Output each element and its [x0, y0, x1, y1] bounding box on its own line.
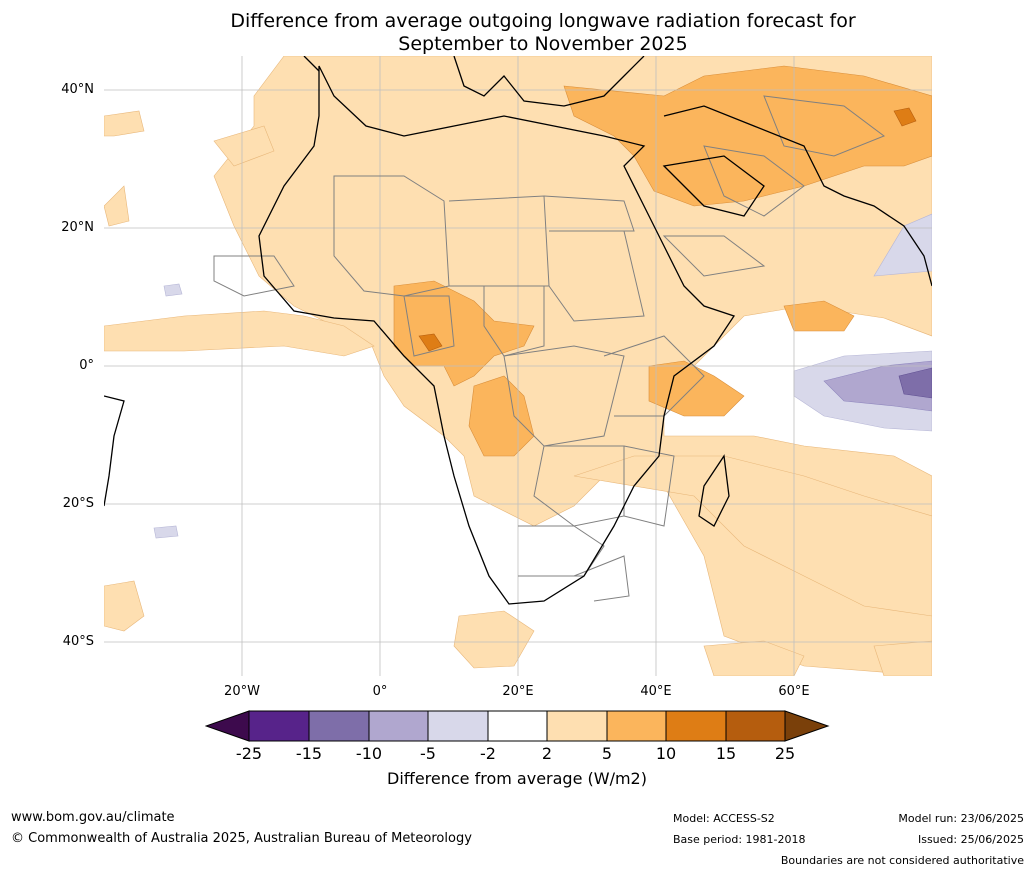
lat-label-20n: 20°N — [61, 220, 94, 235]
colorbar-extend-high — [784, 710, 830, 742]
colorbar-tick: 5 — [601, 744, 613, 763]
footer-base-period: Base period: 1981-2018 — [673, 833, 806, 846]
colorbar-bin-5 — [487, 710, 548, 742]
colorbar-tick: -10 — [355, 744, 383, 763]
footer-url: www.bom.gov.au/climate — [11, 810, 175, 825]
lat-label-40n: 40°N — [61, 82, 94, 97]
colorbar-bin-6 — [546, 710, 608, 742]
title-line-1: Difference from average outgoing longwav… — [230, 10, 856, 32]
colorbar-tick: 15 — [715, 744, 737, 763]
anomaly-dark-orange — [418, 107, 917, 352]
anomaly-purple — [898, 367, 932, 399]
coastlines — [104, 56, 932, 605]
colorbar-tick: 10 — [655, 744, 677, 763]
colorbar-tick: 25 — [774, 744, 796, 763]
map-panel — [104, 56, 932, 676]
colorbar-tick: -25 — [235, 744, 263, 763]
map-svg — [104, 56, 932, 676]
graticule — [104, 56, 932, 676]
footer-disclaimer: Boundaries are not considered authoritat… — [780, 854, 1024, 867]
colorbar-extend-low — [205, 710, 250, 742]
colorbar-tick: -2 — [480, 744, 496, 763]
colorbar-bin-1 — [248, 710, 310, 742]
lon-label-40e: 40°E — [640, 684, 672, 699]
colorbar-tick: 2 — [541, 744, 553, 763]
lon-label-20e: 20°E — [502, 684, 534, 699]
map-title: Difference from average outgoing longwav… — [0, 10, 1035, 56]
lon-label-60e: 60°E — [778, 684, 810, 699]
colorbar-tick: -5 — [420, 744, 436, 763]
lat-label-40s: 40°S — [62, 634, 94, 649]
colorbar-bin-4 — [427, 710, 489, 742]
footer-copyright: © Commonwealth of Australia 2025, Austra… — [11, 831, 472, 846]
colorbar — [205, 710, 830, 742]
colorbar-bin-2 — [308, 710, 370, 742]
footer-issued: Issued: 25/06/2025 — [917, 833, 1024, 846]
lat-label-20s: 20°S — [62, 496, 94, 511]
colorbar-bin-9 — [725, 710, 786, 742]
footer-model-run: Model run: 23/06/2025 — [898, 812, 1024, 825]
country-borders — [213, 95, 886, 602]
lon-label-0: 0° — [372, 684, 388, 699]
colorbar-bin-3 — [368, 710, 429, 742]
lat-label-0: 0° — [79, 358, 94, 373]
colorbar-bin-7 — [606, 710, 667, 742]
title-line-2: September to November 2025 — [398, 33, 688, 55]
footer-model: Model: ACCESS-S2 — [673, 812, 775, 825]
colorbar-label: Difference from average (W/m2) — [387, 769, 647, 788]
colorbar-tick: -15 — [295, 744, 323, 763]
lon-label-20w: 20°W — [224, 684, 260, 699]
colorbar-bin-8 — [665, 710, 727, 742]
